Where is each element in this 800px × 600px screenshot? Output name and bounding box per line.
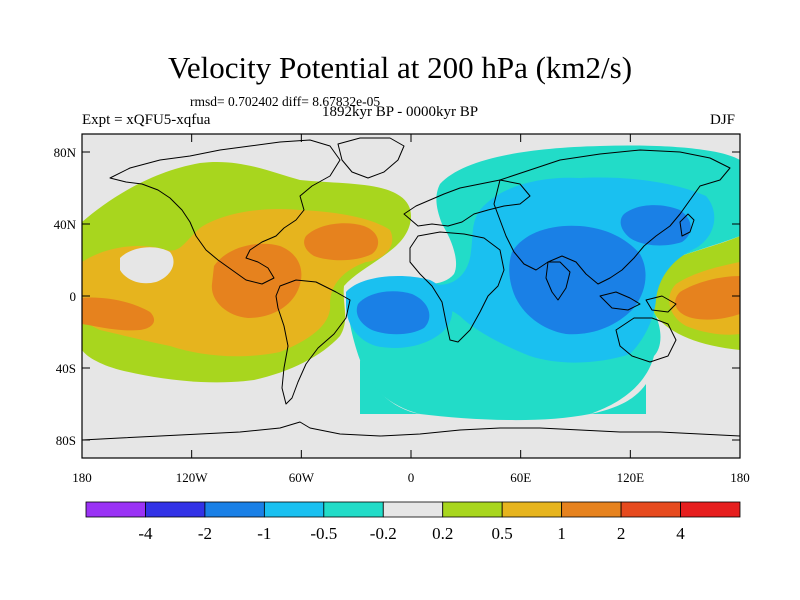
colorbar-swatch: [323, 501, 384, 518]
colorbar-label: -2: [198, 524, 212, 543]
y-tick-label: 80N: [54, 145, 77, 160]
colorbar-label: 1: [557, 524, 566, 543]
colorbar-swatch: [620, 501, 681, 518]
coast-india: [545, 261, 571, 301]
coast-asia: [493, 149, 731, 285]
y-tick-label: 0: [70, 289, 77, 304]
colorbar-label: 2: [617, 524, 626, 543]
y-tick-label: 80S: [56, 433, 76, 448]
field-eastpac-1-2: [82, 297, 155, 331]
x-tick-label: 120E: [617, 470, 645, 485]
colorbar-swatch: [382, 501, 444, 518]
coast-sea-islands: [599, 291, 677, 313]
x-tick-label: 180: [730, 470, 750, 485]
colorbar-label: -4: [138, 524, 153, 543]
colorbar-swatch: [204, 501, 265, 518]
y-axis: 80N 40N 0 40S 80S: [54, 145, 740, 448]
colorbar-swatch: [85, 501, 146, 518]
colorbar-label: 4: [676, 524, 685, 543]
colorbar-label: -1: [257, 524, 271, 543]
colorbar-swatch: [501, 501, 563, 518]
season-label: DJF: [710, 112, 736, 128]
colorbar-swatch: [680, 501, 741, 518]
x-tick-label: 120W: [176, 470, 209, 485]
field-americas-1-2: [211, 243, 302, 318]
colorbar-label: 0.5: [492, 524, 513, 543]
coast-south-america: [275, 279, 351, 405]
coast-north-america: [109, 139, 341, 285]
x-tick-label: 60E: [510, 470, 531, 485]
stats-label: rmsd= 0.702402 diff= 8.67832e-05: [190, 94, 381, 109]
x-axis: 180 120W 60W 0 60E 120E 180: [72, 134, 750, 485]
colorbar-label: -0.2: [370, 524, 397, 543]
field-polar-neutral: [82, 414, 740, 458]
x-tick-label: 60W: [289, 470, 315, 485]
field-westpac-1-2: [675, 276, 740, 320]
field-atlantic-1-2: [304, 223, 379, 261]
y-tick-label: 40S: [56, 361, 76, 376]
coast-europe: [403, 179, 531, 227]
colorbar-swatch: [263, 501, 325, 518]
chart-title: Velocity Potential at 200 hPa (km2/s): [167, 50, 633, 85]
colorbar-label: -0.5: [310, 524, 337, 543]
colorbar-label: 0.2: [432, 524, 453, 543]
x-tick-label: 180: [72, 470, 92, 485]
experiment-label: Expt = xQFU5-xqfua: [82, 112, 211, 128]
contour-fields: [82, 145, 740, 458]
coast-africa: [409, 231, 505, 343]
field-pacific-neutral: [120, 247, 174, 284]
coastlines: [82, 137, 740, 441]
field-eastasia-neg1: [620, 205, 691, 246]
colorbar: -4 -2 -1 -0.5 -0.2 0.2 0.5 1 2 4: [85, 501, 741, 543]
coast-japan: [679, 213, 695, 237]
coast-greenland: [337, 137, 405, 179]
x-tick-label: 0: [408, 470, 415, 485]
field-southamerica-neg1: [356, 291, 430, 335]
colorbar-swatch: [561, 501, 622, 518]
coast-antarctica: [82, 421, 740, 441]
colorbar-swatch: [442, 501, 503, 518]
period-label: 1892kyr BP - 0000kyr BP: [322, 104, 479, 120]
y-tick-label: 40N: [54, 217, 77, 232]
colorbar-swatch: [145, 501, 206, 518]
coast-australia: [615, 317, 677, 363]
